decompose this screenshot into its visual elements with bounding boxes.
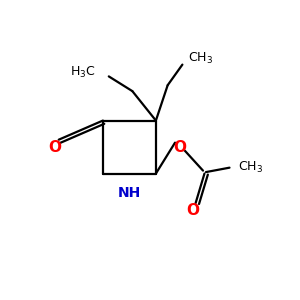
Text: O: O [173, 140, 186, 154]
Text: CH$_3$: CH$_3$ [188, 51, 213, 66]
Text: H$_3$C: H$_3$C [70, 64, 95, 80]
Text: CH$_3$: CH$_3$ [238, 160, 263, 175]
Text: O: O [48, 140, 61, 154]
Text: NH: NH [118, 186, 141, 200]
Text: O: O [186, 203, 199, 218]
